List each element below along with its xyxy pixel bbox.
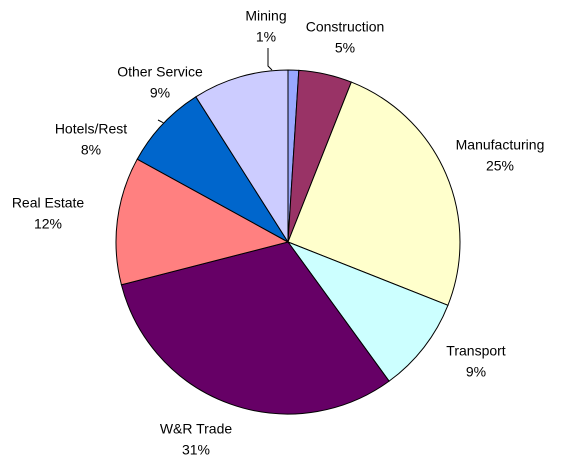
slice-value-label: 9% [466,364,486,380]
slice-value-label: 1% [256,29,276,45]
slice-value-label: 5% [335,40,355,56]
pie-slice [120,241,390,415]
pie-slice [286,240,449,382]
slice-label: Mining [245,8,286,24]
slice-value-label: 25% [486,158,514,174]
slice-value-label: 8% [81,142,101,158]
slice-label: Transport [446,343,506,359]
slice-value-label: 31% [182,442,210,458]
slices [115,69,461,415]
pie-slice [195,69,289,244]
leader-line [267,48,273,71]
slice-label: Manufacturing [456,137,545,153]
slice-label: Hotels/Rest [55,121,127,137]
slice-label: Real Estate [12,195,85,211]
pie-slice [287,81,461,306]
slice-value-label: 12% [34,216,62,232]
slice-label: Construction [306,19,385,35]
slice-label: Other Service [117,64,203,80]
slice-label: W&R Trade [160,421,233,437]
slice-value-label: 9% [150,85,170,101]
pie-slice [115,158,290,286]
